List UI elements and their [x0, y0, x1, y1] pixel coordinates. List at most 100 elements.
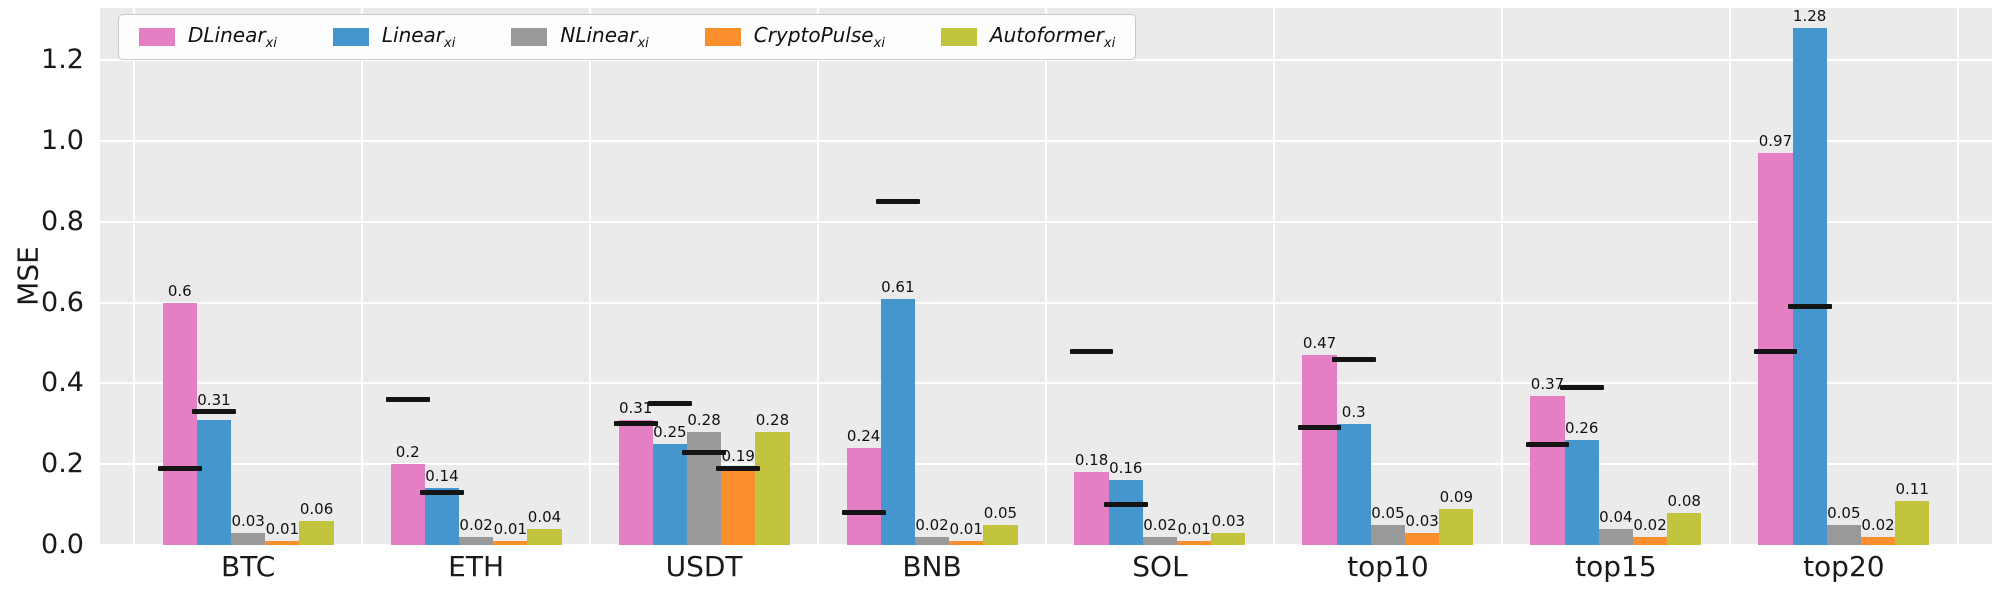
legend-label: Autoformerxi — [989, 23, 1116, 51]
bar-value-label: 0.03 — [1405, 511, 1439, 530]
bar-linear-BTC — [196, 419, 232, 545]
bar-value-label: 0.37 — [1530, 374, 1565, 393]
marker-line — [647, 401, 692, 407]
bar-dlinear-top10 — [1302, 355, 1337, 545]
bar-dlinear-BNB — [846, 448, 881, 545]
gridline-vertical — [1500, 8, 1503, 545]
bar-dlinear-BTC — [162, 302, 197, 545]
bar-value-label: 0.01 — [265, 519, 300, 538]
y-tick-label: 0.2 — [41, 448, 84, 480]
bar-value-label: 0.28 — [755, 410, 790, 429]
y-tick-label: 1.2 — [41, 44, 84, 76]
x-tick-label-top10: top10 — [1347, 550, 1429, 583]
bar-value-label: 0.19 — [721, 447, 755, 466]
x-tick-label-USDT: USDT — [665, 550, 743, 583]
bar-nlinear-ETH — [459, 536, 494, 545]
legend-swatch-autoformer — [940, 28, 977, 46]
bar-autoformer-top20 — [1895, 500, 1930, 545]
marker-line — [420, 490, 464, 495]
marker-line — [1069, 348, 1114, 354]
gridline-vertical — [1728, 8, 1731, 545]
legend-item-dlinear: DLinearxi — [139, 23, 277, 51]
bar-nlinear-USDT — [686, 431, 722, 545]
gridline-vertical — [361, 8, 364, 545]
legend-swatch-dlinear — [139, 28, 175, 46]
gridline-vertical — [1956, 8, 1959, 545]
gridline-vertical — [1272, 8, 1275, 545]
bar-value-label: 0.05 — [983, 503, 1018, 522]
bar-linear-top15 — [1564, 440, 1599, 545]
legend-swatch-cryptopulse — [704, 28, 741, 46]
legend-swatch-nlinear — [511, 28, 548, 46]
marker-line — [157, 465, 202, 471]
bar-value-label: 0.05 — [1827, 503, 1861, 522]
bar-value-label: 0.03 — [1211, 511, 1246, 530]
y-tick-label: 0.4 — [41, 367, 84, 399]
bar-value-label: 0.02 — [459, 515, 493, 534]
marker-line — [1753, 348, 1798, 354]
bar-linear-SOL — [1108, 480, 1143, 545]
bar-dlinear-USDT — [618, 419, 653, 545]
bar-nlinear-top20 — [1826, 524, 1861, 545]
bar-value-label: 0.06 — [299, 499, 334, 518]
bar-value-label: 0.04 — [527, 507, 562, 526]
legend-item-linear: Linearxi — [332, 23, 455, 51]
bar-autoformer-BNB — [983, 524, 1018, 545]
bar-nlinear-BTC — [231, 532, 266, 545]
bar-cryptopulse-BNB — [949, 540, 984, 545]
gridline-vertical — [1045, 8, 1047, 545]
bar-value-label: 0.61 — [881, 277, 915, 296]
gridline-vertical — [589, 8, 592, 545]
legend-label: CryptoPulsexi — [753, 23, 885, 51]
marker-line — [841, 510, 886, 516]
bar-nlinear-top15 — [1598, 528, 1633, 545]
marker-line — [716, 465, 761, 471]
bar-cryptopulse-SOL — [1177, 540, 1212, 545]
bar-value-label: 0.97 — [1758, 132, 1793, 151]
bar-nlinear-SOL — [1142, 536, 1178, 545]
bar-autoformer-top10 — [1439, 508, 1474, 545]
marker-line — [682, 449, 726, 455]
bar-value-label: 0.04 — [1599, 507, 1633, 526]
legend-swatch-linear — [332, 28, 369, 46]
plot-area: 0.6 0.31 0.03 0.01 0.06 0.2 0.14 0.02 0.01 0.04 0.… — [100, 7, 1992, 546]
y-tick-label: 1.0 — [41, 125, 84, 157]
bar-linear-USDT — [652, 444, 687, 545]
bar-cryptopulse-BTC — [265, 540, 300, 545]
bar-value-label: 0.6 — [167, 281, 192, 300]
marker-line — [385, 397, 430, 403]
x-tick-label-BTC: BTC — [221, 550, 276, 583]
marker-line — [192, 409, 236, 415]
marker-line — [1525, 441, 1570, 447]
bar-nlinear-BNB — [914, 536, 950, 545]
legend-item-cryptopulse: CryptoPulsexi — [704, 23, 885, 51]
legend-label: NLinearxi — [560, 23, 649, 51]
y-tick-label: 0.6 — [41, 286, 84, 318]
bar-value-label: 0.31 — [197, 390, 231, 409]
x-tick-label-ETH: ETH — [448, 550, 505, 583]
bar-cryptopulse-USDT — [721, 468, 756, 545]
bar-cryptopulse-top10 — [1405, 532, 1440, 545]
bar-value-label: 0.01 — [949, 519, 983, 538]
bar-value-label: 0.3 — [1341, 402, 1366, 421]
marker-line — [1559, 385, 1604, 391]
legend-item-nlinear: NLinearxi — [511, 23, 649, 51]
x-tick-label-top15: top15 — [1575, 550, 1657, 583]
bar-value-label: 0.05 — [1371, 503, 1405, 522]
marker-line — [875, 199, 920, 205]
bar-value-label: 0.18 — [1074, 451, 1109, 470]
bar-autoformer-top15 — [1667, 512, 1702, 545]
bar-linear-BNB — [880, 298, 915, 545]
bar-value-label: 0.08 — [1667, 491, 1701, 510]
y-tick-label: 0.0 — [41, 529, 84, 560]
marker-line — [613, 421, 658, 427]
bar-dlinear-top15 — [1530, 395, 1565, 545]
gridline-vertical — [133, 8, 136, 545]
bar-cryptopulse-top20 — [1860, 536, 1896, 545]
bar-cryptopulse-ETH — [493, 540, 528, 545]
y-tick-label: 0.8 — [41, 205, 84, 237]
bar-value-label: 0.24 — [846, 427, 881, 446]
bar-value-label: 0.03 — [231, 511, 265, 530]
x-tick-label-BNB: BNB — [902, 550, 962, 583]
